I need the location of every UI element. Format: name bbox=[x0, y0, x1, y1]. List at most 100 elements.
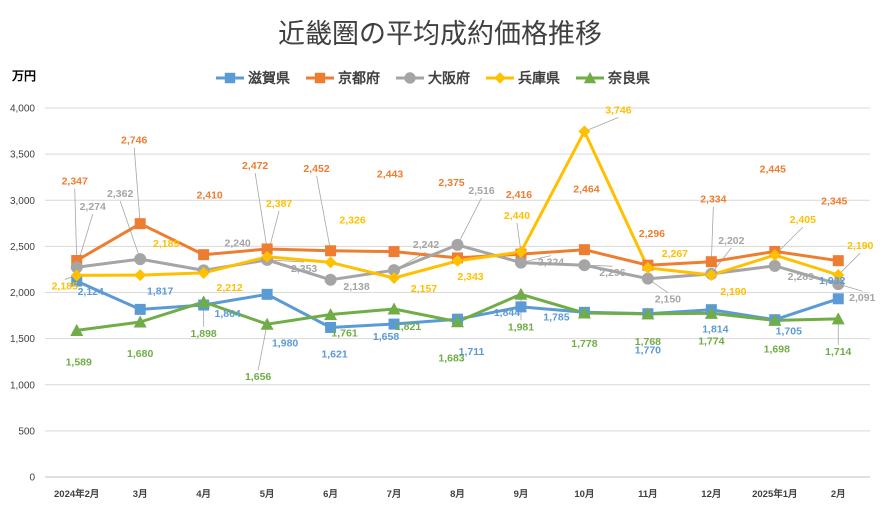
data-label: 1,785 bbox=[543, 311, 569, 323]
data-point-marker bbox=[768, 259, 781, 272]
data-point-marker bbox=[641, 261, 654, 274]
x-tick-label: 10月 bbox=[574, 489, 594, 500]
data-label: 1,844 bbox=[494, 307, 520, 319]
data-label: 2,212 bbox=[217, 282, 243, 294]
data-label: 2,375 bbox=[438, 177, 464, 189]
data-point-marker bbox=[768, 249, 781, 262]
x-tick-label: 3月 bbox=[133, 489, 148, 500]
data-point-marker bbox=[832, 278, 845, 291]
data-point-marker bbox=[133, 315, 147, 328]
x-tick-label: 2024年2月 bbox=[54, 488, 99, 500]
data-label: 2,190 bbox=[847, 240, 873, 252]
data-label: 2,452 bbox=[303, 163, 329, 175]
x-tick-label: 6月 bbox=[323, 489, 338, 500]
legend-marker bbox=[583, 71, 597, 84]
data-label: 2,138 bbox=[343, 281, 369, 293]
data-label: 1,774 bbox=[698, 335, 724, 347]
data-point-marker bbox=[388, 246, 400, 258]
legend-entry-label: 大阪府 bbox=[428, 70, 470, 87]
leader-line bbox=[837, 252, 861, 276]
x-tick-label: 4月 bbox=[196, 489, 211, 500]
legend-entry-label: 京都府 bbox=[338, 70, 380, 87]
data-point-marker bbox=[578, 244, 590, 256]
data-point-marker bbox=[451, 238, 464, 251]
data-label: 2,343 bbox=[457, 271, 483, 283]
data-label: 1,714 bbox=[825, 346, 851, 358]
data-point-marker bbox=[451, 315, 464, 328]
data-label: 2,267 bbox=[662, 248, 688, 260]
data-point-marker bbox=[198, 249, 210, 261]
data-point-marker bbox=[134, 269, 147, 282]
data-point-marker bbox=[324, 308, 338, 321]
leader-line bbox=[254, 172, 268, 250]
data-label: 2,345 bbox=[821, 196, 847, 208]
data-label: 2,202 bbox=[718, 235, 744, 247]
data-label: 1,817 bbox=[147, 285, 173, 297]
data-label: 1,778 bbox=[571, 338, 597, 350]
data-point-marker bbox=[71, 254, 83, 266]
x-tick-label: 11月 bbox=[638, 489, 658, 500]
data-point-marker bbox=[260, 317, 274, 330]
data-label: 2,240 bbox=[225, 237, 251, 249]
legend: 滋賀県 京都府 大阪府 兵庫県 奈良県 bbox=[216, 70, 650, 87]
y-tick-label: 1,500 bbox=[10, 334, 35, 345]
legend-marker bbox=[224, 72, 236, 84]
data-label: 3,746 bbox=[605, 104, 631, 116]
y-tick-label: 4,000 bbox=[10, 104, 35, 115]
data-label: 1,768 bbox=[635, 336, 661, 348]
legend-entry-label: 滋賀県 bbox=[248, 70, 290, 87]
data-point-marker bbox=[261, 250, 274, 263]
data-label: 2,472 bbox=[242, 160, 268, 172]
data-point-marker bbox=[514, 245, 527, 258]
leader-line bbox=[74, 188, 78, 261]
data-label: 2,464 bbox=[573, 184, 599, 196]
data-point-marker bbox=[704, 306, 718, 319]
x-tick-label: 8月 bbox=[450, 489, 465, 500]
data-point-marker bbox=[451, 254, 464, 267]
data-label: 2,274 bbox=[80, 201, 106, 213]
data-point-marker bbox=[261, 243, 273, 255]
data-label: 2,326 bbox=[339, 214, 365, 226]
data-label: 1,761 bbox=[331, 328, 357, 340]
leader-line bbox=[457, 197, 482, 246]
data-label: 2,387 bbox=[266, 198, 292, 210]
y-tick-label: 3,500 bbox=[10, 150, 35, 161]
data-point-marker bbox=[705, 256, 717, 268]
data-label: 1,658 bbox=[373, 331, 399, 343]
data-point-marker bbox=[768, 313, 782, 326]
data-point-marker bbox=[197, 266, 210, 279]
data-point-marker bbox=[134, 303, 146, 315]
leader-line bbox=[584, 117, 619, 132]
y-tick-label: 3,000 bbox=[10, 196, 35, 207]
data-point-marker bbox=[387, 302, 401, 315]
data-label: 1,683 bbox=[438, 353, 464, 365]
x-axis-ticks: 2024年2月 3月 4月 5月 6月 7月 8月 9月 10月 11月 12月 2025年1月 2月 bbox=[54, 488, 846, 500]
data-point-marker bbox=[832, 293, 844, 305]
y-axis-ticks: 0 500 1,000 1,500 2,000 2,500 3,000 3,500 4,000 bbox=[10, 104, 35, 484]
data-label: 1,621 bbox=[321, 348, 347, 360]
data-label: 1,864 bbox=[215, 308, 241, 320]
leader-line bbox=[257, 324, 268, 371]
data-label: 2,124 bbox=[78, 286, 104, 298]
data-label: 1,680 bbox=[127, 348, 153, 360]
data-point-marker bbox=[325, 245, 337, 257]
data-point-marker bbox=[515, 301, 527, 313]
data-point-marker bbox=[388, 318, 400, 330]
data-label: 1,981 bbox=[508, 321, 534, 333]
legend-entry-label: 兵庫県 bbox=[518, 70, 560, 87]
data-point-marker bbox=[134, 218, 146, 230]
x-tick-label: 9月 bbox=[514, 489, 529, 500]
x-tick-label: 2025年1月 bbox=[752, 488, 797, 500]
y-tick-label: 500 bbox=[18, 426, 35, 437]
data-point-marker bbox=[832, 255, 844, 267]
chart-title: 近畿圏の平均成約価格推移 bbox=[278, 19, 602, 50]
data-label: 2,516 bbox=[468, 185, 494, 197]
y-tick-label: 1,000 bbox=[10, 380, 35, 391]
data-point-marker bbox=[70, 261, 83, 274]
data-label: 2,405 bbox=[790, 214, 816, 226]
data-label: 1,932 bbox=[819, 275, 845, 287]
data-point-marker bbox=[577, 306, 591, 319]
data-point-marker bbox=[134, 253, 147, 266]
data-label: 1,705 bbox=[776, 326, 802, 338]
y-tick-label: 2,500 bbox=[10, 242, 35, 253]
